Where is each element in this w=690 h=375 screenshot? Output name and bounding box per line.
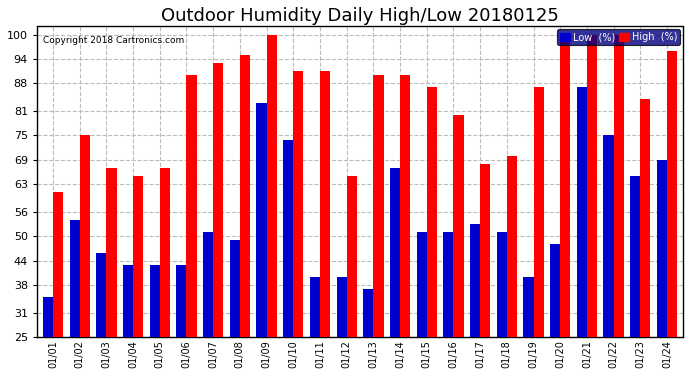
Bar	[160, 168, 170, 337]
Bar	[426, 87, 437, 337]
Bar	[507, 156, 517, 337]
Bar	[186, 75, 197, 337]
Bar	[123, 265, 133, 337]
Bar	[524, 277, 533, 337]
Bar	[230, 240, 240, 337]
Bar	[577, 87, 587, 337]
Bar	[337, 277, 346, 337]
Bar	[453, 115, 464, 337]
Bar	[96, 252, 106, 337]
Title: Outdoor Humidity Daily High/Low 20180125: Outdoor Humidity Daily High/Low 20180125	[161, 7, 559, 25]
Bar	[400, 75, 411, 337]
Bar	[560, 34, 571, 337]
Bar	[106, 168, 117, 337]
Bar	[587, 34, 597, 337]
Text: Copyright 2018 Cartronics.com: Copyright 2018 Cartronics.com	[43, 36, 185, 45]
Bar	[43, 297, 53, 337]
Bar	[79, 135, 90, 337]
Bar	[657, 160, 667, 337]
Bar	[240, 55, 250, 337]
Bar	[640, 99, 651, 337]
Bar	[283, 140, 293, 337]
Bar	[320, 71, 330, 337]
Bar	[363, 289, 373, 337]
Bar	[257, 103, 266, 337]
Bar	[310, 277, 320, 337]
Bar	[480, 164, 491, 337]
Bar	[390, 168, 400, 337]
Bar	[533, 87, 544, 337]
Bar	[470, 224, 480, 337]
Bar	[497, 232, 507, 337]
Bar	[550, 244, 560, 337]
Bar	[53, 192, 63, 337]
Bar	[613, 34, 624, 337]
Bar	[346, 176, 357, 337]
Bar	[133, 176, 144, 337]
Bar	[630, 176, 640, 337]
Legend: Low  (%), High  (%): Low (%), High (%)	[558, 29, 680, 45]
Bar	[604, 135, 613, 337]
Bar	[373, 75, 384, 337]
Bar	[203, 232, 213, 337]
Bar	[70, 220, 79, 337]
Bar	[266, 34, 277, 337]
Bar	[443, 232, 453, 337]
Bar	[150, 265, 160, 337]
Bar	[213, 63, 224, 337]
Bar	[417, 232, 426, 337]
Bar	[177, 265, 186, 337]
Bar	[293, 71, 304, 337]
Bar	[667, 51, 677, 337]
